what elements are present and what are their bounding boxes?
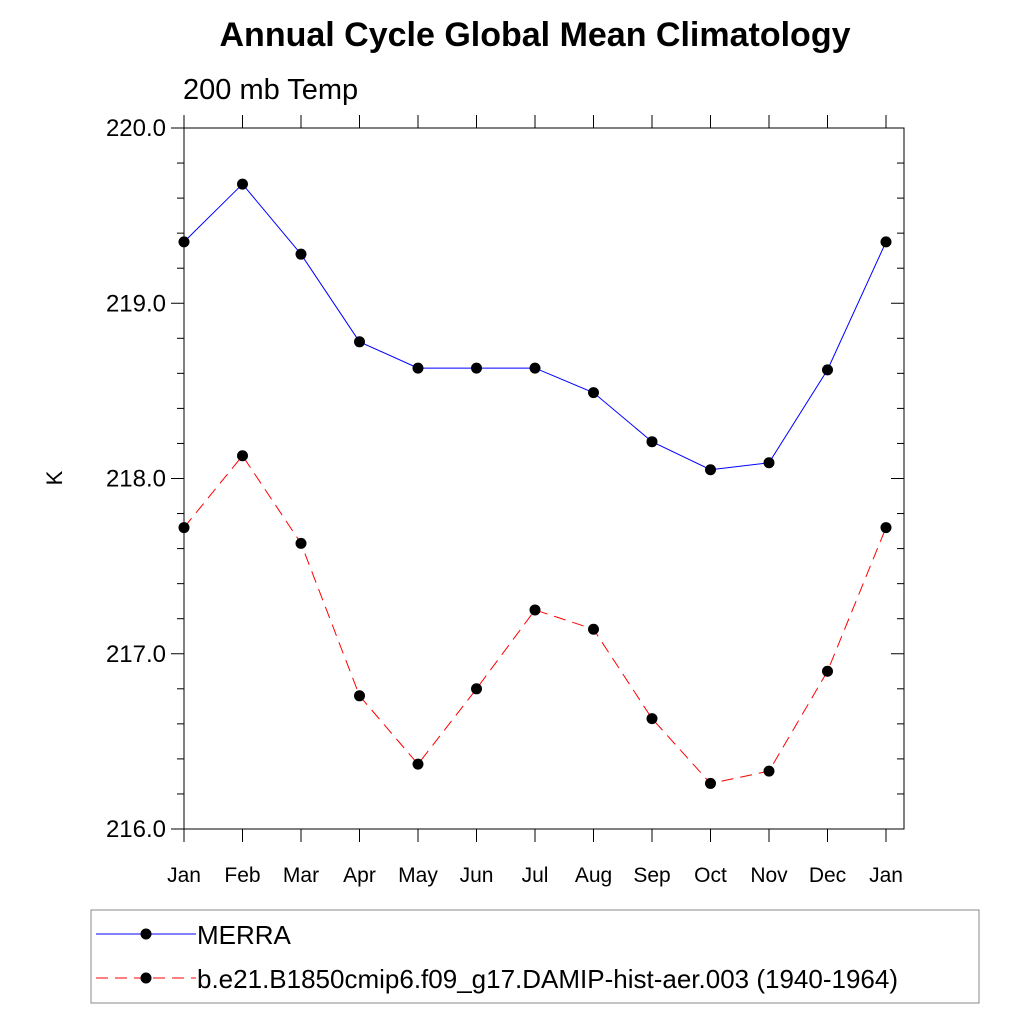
data-point-merra	[705, 464, 716, 476]
data-point-model	[471, 683, 482, 695]
chart-subtitle: 200 mb Temp	[183, 74, 358, 106]
x-tick-label: Oct	[694, 864, 727, 887]
plot-frame	[183, 127, 905, 830]
legend-marker-merra	[140, 928, 152, 940]
series-line-model	[183, 454, 887, 784]
data-point-model	[705, 777, 716, 789]
legend-box	[90, 909, 980, 1004]
data-point-merra	[880, 236, 892, 248]
x-tick-label: Aug	[575, 864, 612, 887]
data-point-model	[237, 450, 248, 462]
series-line-merra	[183, 183, 887, 471]
legend-label-model: b.e21.B1850cmip6.f09_g17.DAMIP-hist-aer.…	[197, 964, 898, 994]
chart-title: Annual Cycle Global Mean Climatology	[220, 16, 851, 54]
data-point-merra	[763, 457, 775, 469]
data-point-merra	[412, 362, 424, 374]
x-tick-label: Jul	[522, 864, 549, 887]
legend: MERRA b.e21.B1850cmip6.f09_g17.DAMIP-his…	[90, 909, 980, 1004]
y-axis-label: K	[42, 470, 67, 485]
legend-marker-model	[140, 972, 152, 984]
x-tick-label: Dec	[809, 864, 846, 887]
x-tick-label: Jan	[869, 864, 903, 887]
data-point-merra	[588, 387, 599, 399]
data-point-model	[295, 537, 307, 549]
x-tick-label: May	[398, 864, 438, 887]
data-point-model	[178, 522, 190, 534]
plot-series	[178, 178, 892, 789]
data-point-merra	[471, 362, 482, 374]
data-point-model	[529, 604, 541, 616]
x-tick-label: Nov	[750, 864, 788, 887]
y-tick-label: 218.0	[106, 466, 166, 493]
y-tick-label: 219.0	[106, 290, 166, 317]
data-point-merra	[646, 436, 658, 448]
data-point-model	[646, 713, 658, 725]
x-tick-label: Mar	[283, 864, 319, 887]
data-point-model	[880, 522, 892, 534]
x-tick-label: Jan	[167, 864, 201, 887]
x-tick-label: Sep	[633, 864, 670, 887]
data-point-model	[822, 665, 833, 677]
data-point-model	[412, 758, 424, 770]
data-point-model	[354, 690, 365, 702]
y-tick-label: 216.0	[106, 816, 166, 843]
data-point-model	[588, 623, 599, 635]
data-point-merra	[237, 178, 248, 190]
x-tick-label: Jun	[460, 864, 494, 887]
data-point-merra	[529, 362, 541, 374]
data-point-merra	[178, 236, 190, 248]
y-tick-label: 220.0	[106, 115, 166, 142]
data-point-model	[763, 765, 775, 777]
legend-label-merra: MERRA	[197, 920, 292, 950]
x-tick-label: Apr	[343, 864, 376, 887]
x-tick-label: Feb	[224, 864, 260, 887]
data-point-merra	[295, 248, 307, 260]
y-tick-label: 217.0	[106, 641, 166, 668]
axes: 216.0 217.0 218.0 219.0 220.0 Jan Feb Mar Apr May…	[106, 115, 905, 887]
data-point-merra	[822, 364, 833, 376]
data-point-merra	[354, 336, 365, 348]
